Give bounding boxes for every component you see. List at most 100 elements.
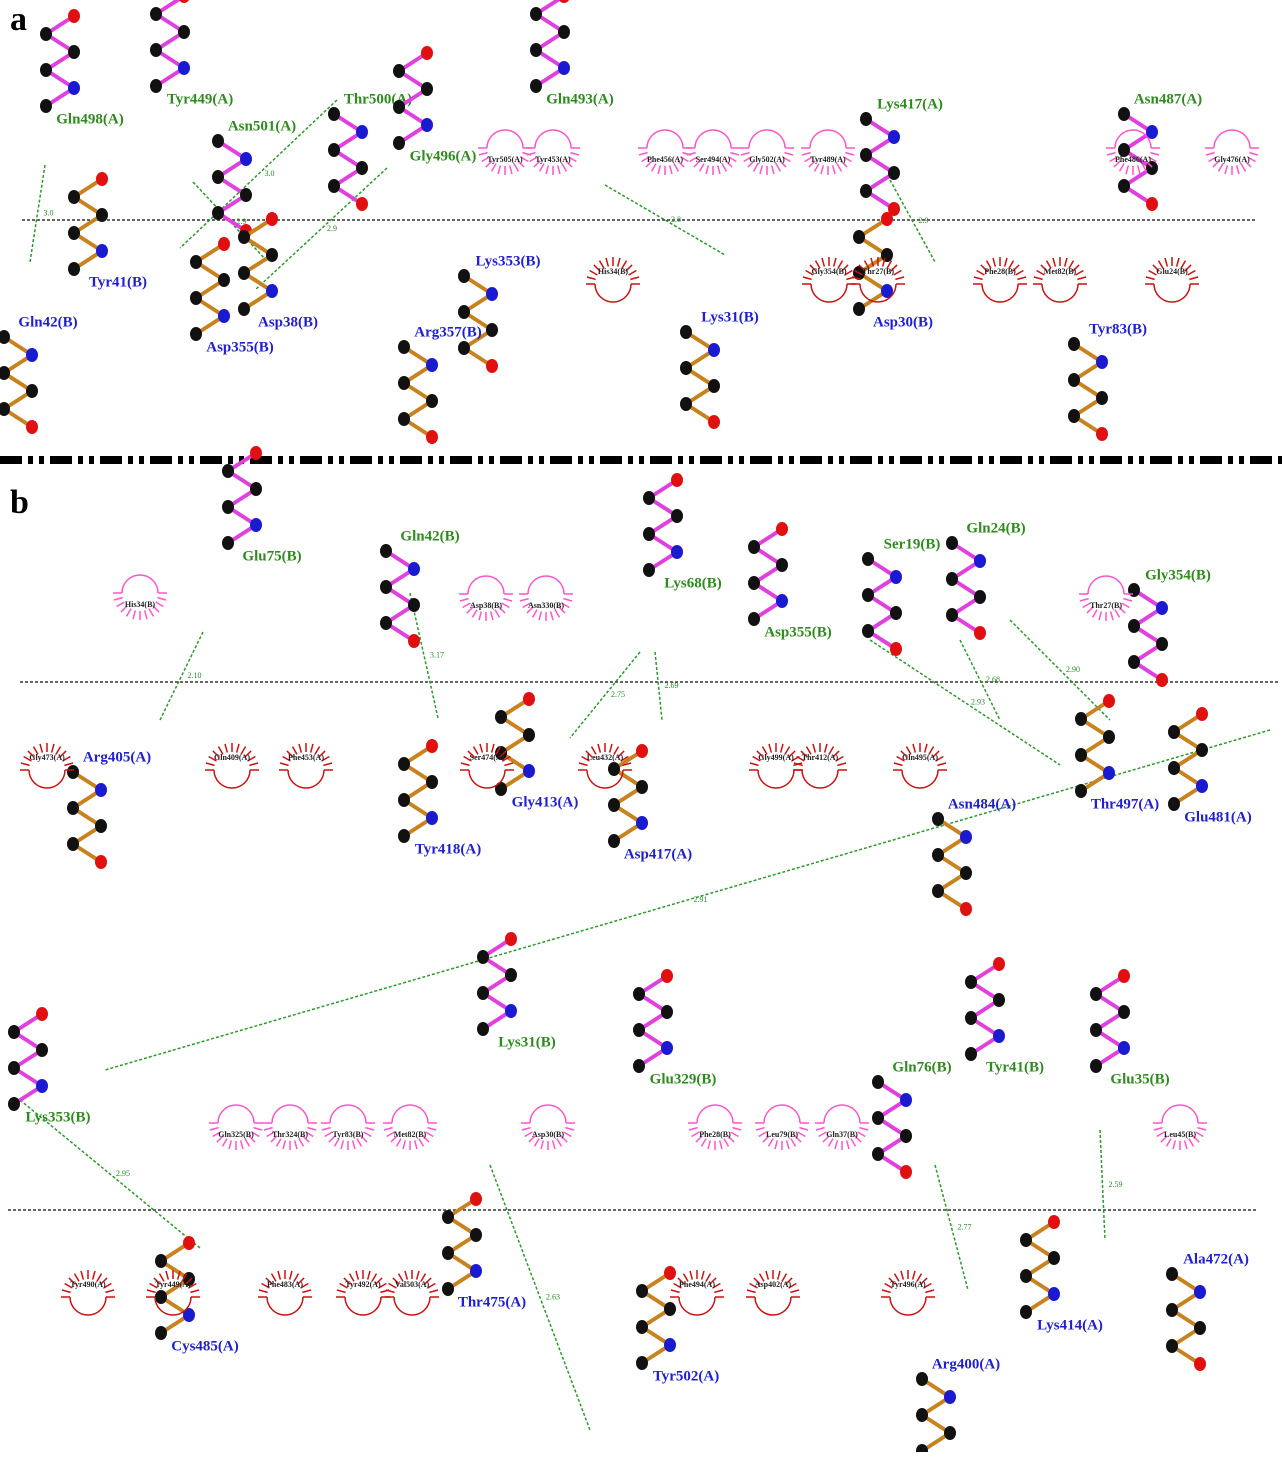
atom (238, 302, 250, 316)
residue-label: Tyr418(A) (415, 841, 481, 857)
hydrophobic-label: Gly476(A) (1214, 155, 1250, 164)
atom (150, 7, 162, 21)
atom (68, 262, 80, 276)
atom (1020, 1305, 1032, 1319)
atom (853, 230, 865, 244)
atom (250, 482, 262, 496)
residue-label: Asn487(A) (1134, 91, 1202, 107)
atom (523, 692, 535, 706)
atom (36, 1007, 48, 1021)
residue-label: Cys485(A) (171, 1338, 239, 1354)
atom (890, 642, 902, 656)
atom (240, 152, 252, 166)
hydrophobic-label: Tyr83(B) (333, 1130, 364, 1139)
atom (1020, 1233, 1032, 1247)
hbond (1010, 620, 1110, 720)
atom (421, 118, 433, 132)
hydrophobic-arc (321, 1105, 375, 1150)
hydrophobic-label: Leu45(B) (1164, 1130, 1196, 1139)
atom (222, 464, 234, 478)
atom (222, 500, 234, 514)
residue-label: Asp355(B) (764, 624, 832, 640)
atom (40, 99, 52, 113)
atom (398, 793, 410, 807)
atom (495, 710, 507, 724)
hydrophobic-arc (1205, 130, 1259, 175)
atom (636, 1284, 648, 1298)
hydrophobic-arc (686, 130, 740, 175)
hydrophobic-arc (385, 1270, 439, 1315)
hydrophobic-arc (670, 1270, 724, 1315)
atom (708, 415, 720, 429)
residue-label: Lys353(B) (25, 1109, 90, 1125)
atom (150, 79, 162, 93)
hydrophobic-arc (1079, 576, 1133, 621)
atom (408, 598, 420, 612)
atom (477, 950, 489, 964)
hydrophobic-arc (802, 257, 856, 302)
atom (238, 266, 250, 280)
atom (680, 397, 692, 411)
residue-label: Lys31(B) (498, 1034, 556, 1050)
hydrophobic-label: Thr412(A) (802, 753, 839, 762)
residue-label: Gly413(A) (512, 794, 579, 810)
atom (916, 1444, 928, 1452)
atom (881, 212, 893, 226)
hydrophobic-arc (478, 130, 532, 175)
atom (1156, 673, 1168, 687)
hydrophobic-label: Gly473(A) (29, 753, 65, 762)
hbond (1100, 1130, 1105, 1240)
hydrophobic-arc (521, 1105, 575, 1150)
atom (872, 1111, 884, 1125)
hbond-distance: 2.59 (1109, 1180, 1123, 1189)
hydrophobic-arc (688, 1105, 742, 1150)
hbond-distance: 2.93 (971, 697, 985, 706)
atom (1118, 969, 1130, 983)
hydrophobic-label: Leu79(B) (766, 1130, 798, 1139)
atom (155, 1326, 167, 1340)
atom (862, 624, 874, 638)
hydrophobic-arc (578, 743, 632, 788)
atom (680, 325, 692, 339)
hydrophobic-label: Gly502(A) (749, 155, 785, 164)
atom (1090, 987, 1102, 1001)
hbond-distance: 2.77 (958, 1222, 972, 1231)
residue-label: Asp38(B) (258, 314, 318, 330)
residue-label: Asp355(B) (206, 339, 274, 355)
residue-label: Glu481(A) (1184, 809, 1252, 825)
atom (890, 606, 902, 620)
atom (8, 1097, 20, 1111)
atom (643, 563, 655, 577)
atom (505, 968, 517, 982)
hydrophobic-label: Ser474(A) (470, 753, 505, 762)
atom (26, 384, 38, 398)
atom (1075, 784, 1087, 798)
atom (250, 518, 262, 532)
hydrophobic-label: Tyr492(A) (345, 1280, 381, 1289)
hbond-distance: 2.8 (671, 215, 681, 224)
hydrophobic-label: Gln495(A) (902, 753, 938, 762)
atom (442, 1246, 454, 1260)
atom (150, 43, 162, 57)
residue-label: Gln42(B) (18, 314, 77, 330)
atom (470, 1264, 482, 1278)
atom (664, 1266, 676, 1280)
atom (890, 570, 902, 584)
hydrophobic-arc (1153, 1105, 1207, 1150)
atom (671, 545, 683, 559)
atom (1196, 779, 1208, 793)
atom (1068, 337, 1080, 351)
atom (608, 798, 620, 812)
atom (36, 1079, 48, 1093)
atom (393, 64, 405, 78)
atom (1194, 1357, 1206, 1371)
atom (881, 248, 893, 262)
hydrophobic-label: Met82(B) (394, 1130, 427, 1139)
hydrophobic-label: Gln325(B) (218, 1130, 254, 1139)
atom (680, 361, 692, 375)
atom (212, 170, 224, 184)
atom (190, 327, 202, 341)
atom (442, 1282, 454, 1296)
residue-label: Tyr449(A) (167, 91, 233, 107)
atom (36, 1043, 48, 1057)
